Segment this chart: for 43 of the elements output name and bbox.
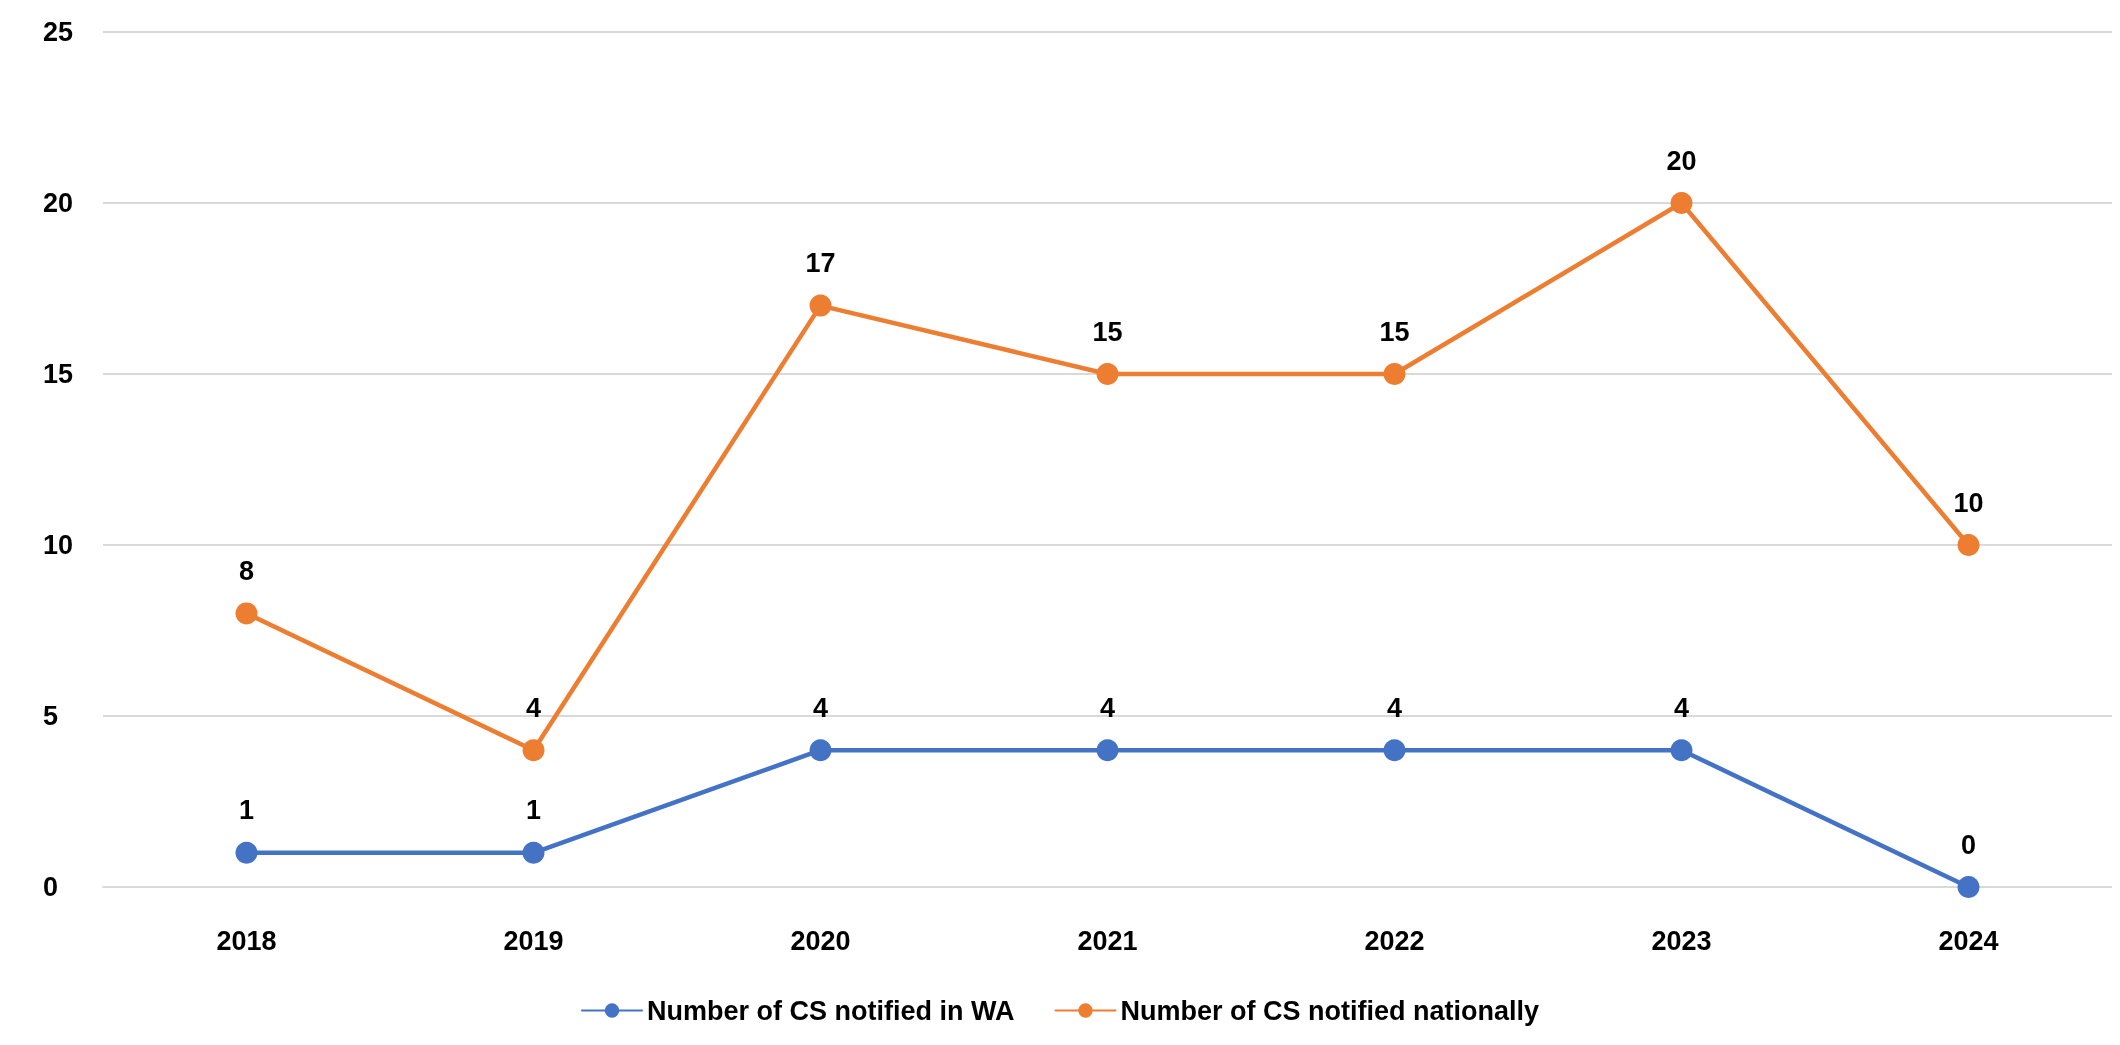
legend-label: Number of CS notified nationally [1120, 995, 1539, 1026]
y-tick-label: 10 [43, 530, 74, 560]
point [1670, 192, 1693, 214]
x-tick-label: 2021 [1077, 925, 1138, 956]
data-label: 8 [238, 555, 255, 586]
data-label: 1 [238, 795, 255, 826]
data-label: 4 [812, 692, 829, 723]
point [1096, 363, 1119, 385]
y-tick-label: 0 [43, 872, 59, 902]
point [235, 602, 258, 625]
x-tick-label: 2018 [216, 925, 277, 956]
data-label: 4 [525, 692, 542, 723]
data-label: 4 [1099, 692, 1116, 723]
data-label: 15 [1379, 316, 1410, 347]
x-tick-label: 2024 [1938, 925, 1999, 956]
y-tick-label: 5 [43, 701, 59, 731]
y-tick-label: 20 [43, 188, 74, 218]
data-label: 15 [1092, 316, 1123, 347]
point [522, 841, 545, 864]
data-label: 20 [1666, 145, 1697, 176]
point [1670, 739, 1693, 762]
data-label: 17 [805, 248, 836, 279]
data-label: 10 [1953, 487, 1984, 518]
point [1957, 534, 1980, 556]
data-label: 4 [1386, 692, 1403, 723]
data-label: 4 [1673, 692, 1690, 723]
x-tick-label: 2020 [790, 925, 851, 956]
data-label: 0 [1960, 829, 1977, 860]
x-tick-label: 2019 [503, 925, 564, 956]
x-tick-label: 2022 [1364, 925, 1425, 956]
point [522, 739, 545, 762]
point [809, 739, 832, 762]
point [1096, 739, 1119, 762]
y-tick-label: 15 [43, 359, 74, 389]
point [1383, 739, 1406, 762]
legend-label: Number of CS notified in WA [647, 995, 1015, 1026]
point [1383, 363, 1406, 385]
point [1957, 876, 1980, 898]
data-label: 1 [525, 795, 542, 826]
point [235, 841, 258, 864]
y-tick-label: 25 [43, 17, 74, 47]
point [809, 294, 832, 317]
x-tick-label: 2023 [1651, 925, 1712, 956]
